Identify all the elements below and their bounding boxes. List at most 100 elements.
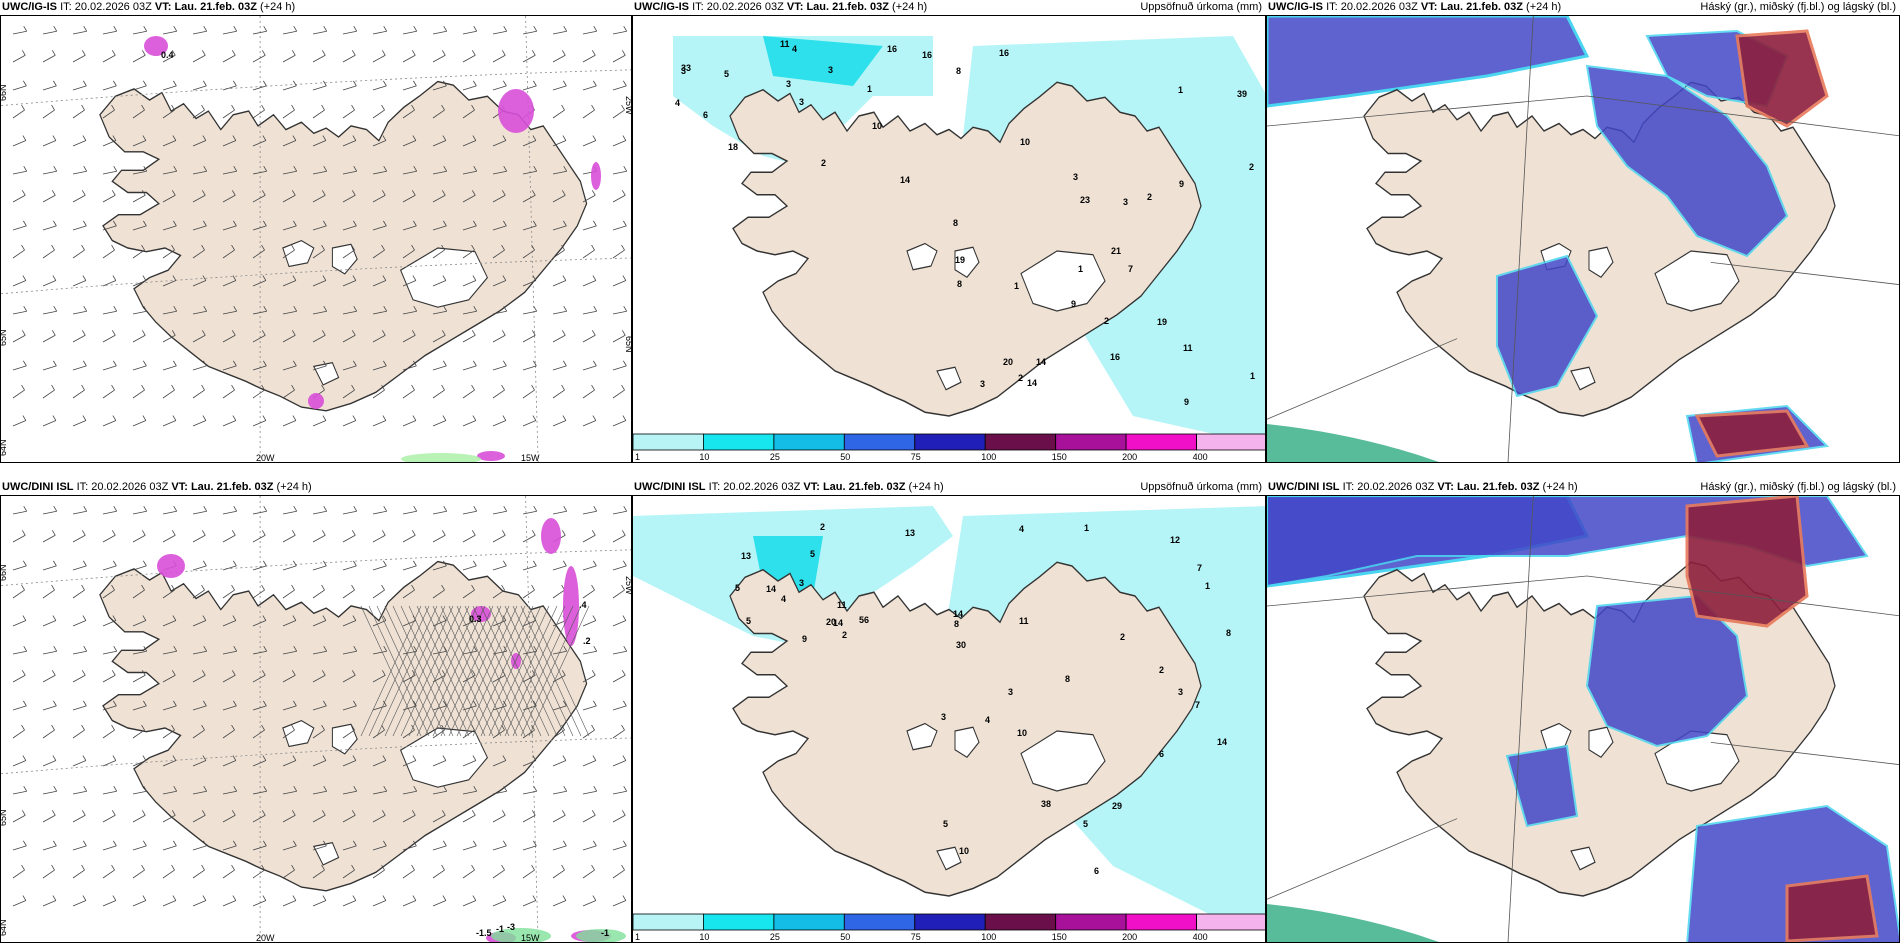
precip-value: 11 [837,600,847,610]
precip-value: 10 [1020,137,1030,147]
precip-value: 9 [1071,299,1076,309]
precip-value: 7 [1128,264,1133,274]
init-time: 20.02.2026 03Z [1340,1,1418,13]
precip-value: 6 [1159,749,1164,759]
colorbar-label: 400 [1193,452,1208,462]
colorbar-label: 100 [981,452,996,462]
precip-value: 39 [1237,89,1247,99]
vt-label: VT: [803,481,820,493]
init-time: 20.02.2026 03Z [74,1,152,13]
precip-value: 8 [954,619,959,629]
precip-value: 13 [905,528,915,538]
panel-header: UWC/IG-IS IT: 20.02.2026 03Z VT: Lau. 21… [634,1,1264,15]
precip-value: 30 [956,640,966,650]
precip-colorbar: 1 10 25 50 75 100 150 200 400 [633,913,1265,942]
panel-header: UWC/DINI ISL IT: 20.02.2026 03Z VT: Lau.… [634,481,1264,495]
precip-value: 5 [746,616,751,626]
precip-value: 33 [681,63,691,73]
grid-label: 65N [1,809,8,826]
precip-value: 2 [1249,162,1254,172]
precip-value: 2 [1159,665,1164,675]
precip-value: 8 [1226,628,1231,638]
precip-value: 1 [1084,523,1089,533]
vt-label: VT: [1420,1,1438,13]
field-annotation: 0.4 [161,50,174,60]
precip-value: 2 [1104,316,1109,326]
precip-value: 10 [872,121,882,131]
vt-label: VT: [1437,481,1454,493]
precip-value: 14 [833,618,843,628]
colorbar-label: 10 [699,452,709,462]
lead-time: (+24 h) [260,1,296,13]
precip-value: 2 [820,522,825,532]
precip-value: 21 [1111,246,1121,256]
it-label: IT: [1326,1,1338,13]
precip-value: 5 [724,69,729,79]
precip-value: 1 [1078,264,1083,274]
precip-value: 6 [703,110,708,120]
grid-label: 25W [624,96,632,115]
panel-header: UWC/IG-IS IT: 20.02.2026 03Z VT: Lau. 21… [1268,1,1898,15]
grid-label: 20W [256,453,275,463]
precip-value: 3 [799,578,804,588]
precip-value: 1 [867,84,872,94]
precip-value: 13 [741,551,751,561]
precip-value: 29 [1112,801,1122,811]
colorbar-label: 200 [1122,932,1137,942]
grid-label: 65N [624,336,632,353]
precip-value: 3 [681,66,686,76]
panel-wind-ig: 66N 65N 64N 20W 15W 25W 65N 0.4 [0,15,632,463]
valid-time: Lau. 21.feb. 03Z [806,1,889,13]
precip-value: 4 [985,715,990,725]
precip-value: 9 [802,634,807,644]
map-cloud-ig [1267,16,1899,462]
it-label: IT: [1342,481,1355,493]
precip-value: 16 [922,50,932,60]
colorbar-label: 100 [981,932,996,942]
precip-value: 19 [955,255,965,265]
colorbar-label: 25 [770,452,780,462]
precip-value: 3 [1073,172,1078,182]
precip-value: 1 [1178,85,1183,95]
colorbar-label: 200 [1122,452,1137,462]
precip-value: 5 [943,819,948,829]
grid-label: 15W [521,933,540,943]
precip-value: 16 [887,44,897,54]
precip-value: 4 [781,594,786,604]
colorbar-label: 75 [911,452,921,462]
colorbar-label: 150 [1052,932,1067,942]
it-label: IT: [60,1,72,13]
grid-label: 65N [1,329,8,346]
grid-label: 66N [1,84,8,101]
panel-header: UWC/IG-IS IT: 20.02.2026 03Z VT: Lau. 21… [2,1,630,15]
field-title: Háský (gr.), miðský (fj.bl.) og lágský (… [1700,481,1896,493]
field-title: Uppsöfnuð úrkoma (mm) [1140,1,1262,13]
precip-value: 14 [1027,378,1037,388]
precip-value: 18 [728,142,738,152]
colorbar-label: 400 [1193,932,1208,942]
precip-value: 3 [980,379,985,389]
precip-value: 3 [1123,197,1128,207]
model-name: UWC/IG-IS [1268,1,1323,13]
precip-value: 20 [826,617,836,627]
panel-header: UWC/DINI ISL IT: 20.02.2026 03Z VT: Lau.… [1268,481,1898,495]
vt-label: VT: [171,481,188,493]
field-annotation: -1.5 [476,928,492,938]
lead-time: (+24 h) [276,481,312,493]
lead-time: (+24 h) [892,1,928,13]
precip-value: 14 [953,609,963,619]
valid-time: Lau. 21.feb. 03Z [822,481,906,493]
colorbar-label: 50 [840,452,850,462]
vt-label: VT: [154,1,172,13]
precip-value: 11 [1183,343,1193,353]
precip-value: 12 [1170,535,1180,545]
precip-value: 3 [1008,687,1013,697]
precip-value: 11 [1019,616,1029,626]
model-name: UWC/IG-IS [634,1,689,13]
precip-value: 2 [842,630,847,640]
field-title: Háský (gr.), miðský (fj.bl.) og lágský (… [1700,1,1896,13]
precip-value: 4 [1019,524,1024,534]
